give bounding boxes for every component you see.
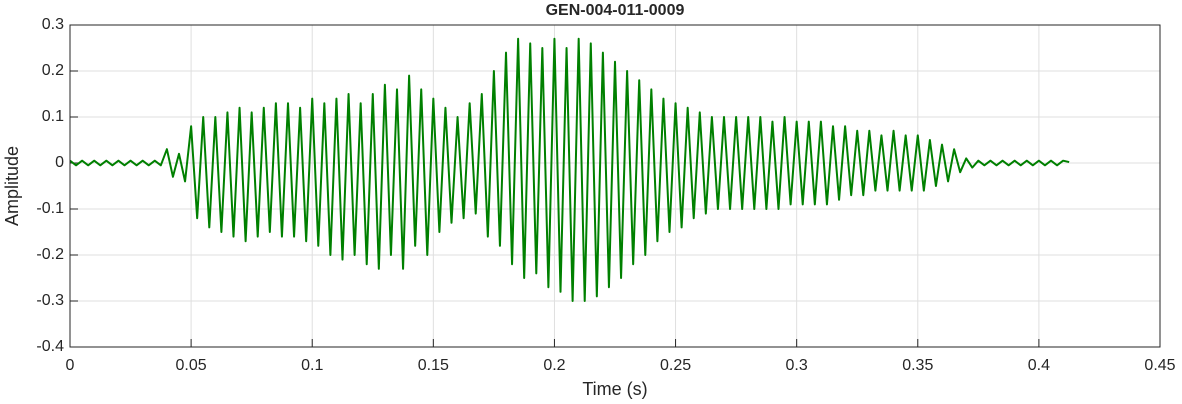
- y-axis-label: Amplitude: [2, 146, 22, 226]
- x-tick-label: 0.45: [1144, 357, 1175, 374]
- y-tick-label: -0.3: [36, 292, 64, 309]
- y-tick-label: -0.4: [36, 338, 64, 355]
- x-axis-label: Time (s): [582, 379, 647, 399]
- chart-title: GEN-004-011-0009: [546, 2, 685, 19]
- x-tick-label: 0.15: [418, 357, 449, 374]
- y-tick-label: 0.3: [42, 16, 64, 33]
- x-tick-label: 0.3: [786, 357, 808, 374]
- plot: [69, 37, 1070, 302]
- x-tick-label: 0.25: [660, 357, 691, 374]
- axes-box: [69, 24, 1161, 348]
- y-tick-label: 0.2: [42, 62, 64, 79]
- x-tick-label: 0.35: [902, 357, 933, 374]
- y-tick-label: 0.1: [42, 108, 64, 125]
- y-tick-label: -0.1: [36, 200, 64, 217]
- x-tick-label: 0.2: [543, 357, 565, 374]
- y-tick-label: 0: [55, 154, 64, 171]
- waveform-line: [69, 37, 1070, 302]
- x-tick-label: 0: [66, 357, 75, 374]
- x-tick-label: 0.1: [301, 357, 323, 374]
- y-tick-label: -0.2: [36, 246, 64, 263]
- x-tick-label: 0.05: [176, 357, 207, 374]
- x-tick-label: 0.4: [1028, 357, 1050, 374]
